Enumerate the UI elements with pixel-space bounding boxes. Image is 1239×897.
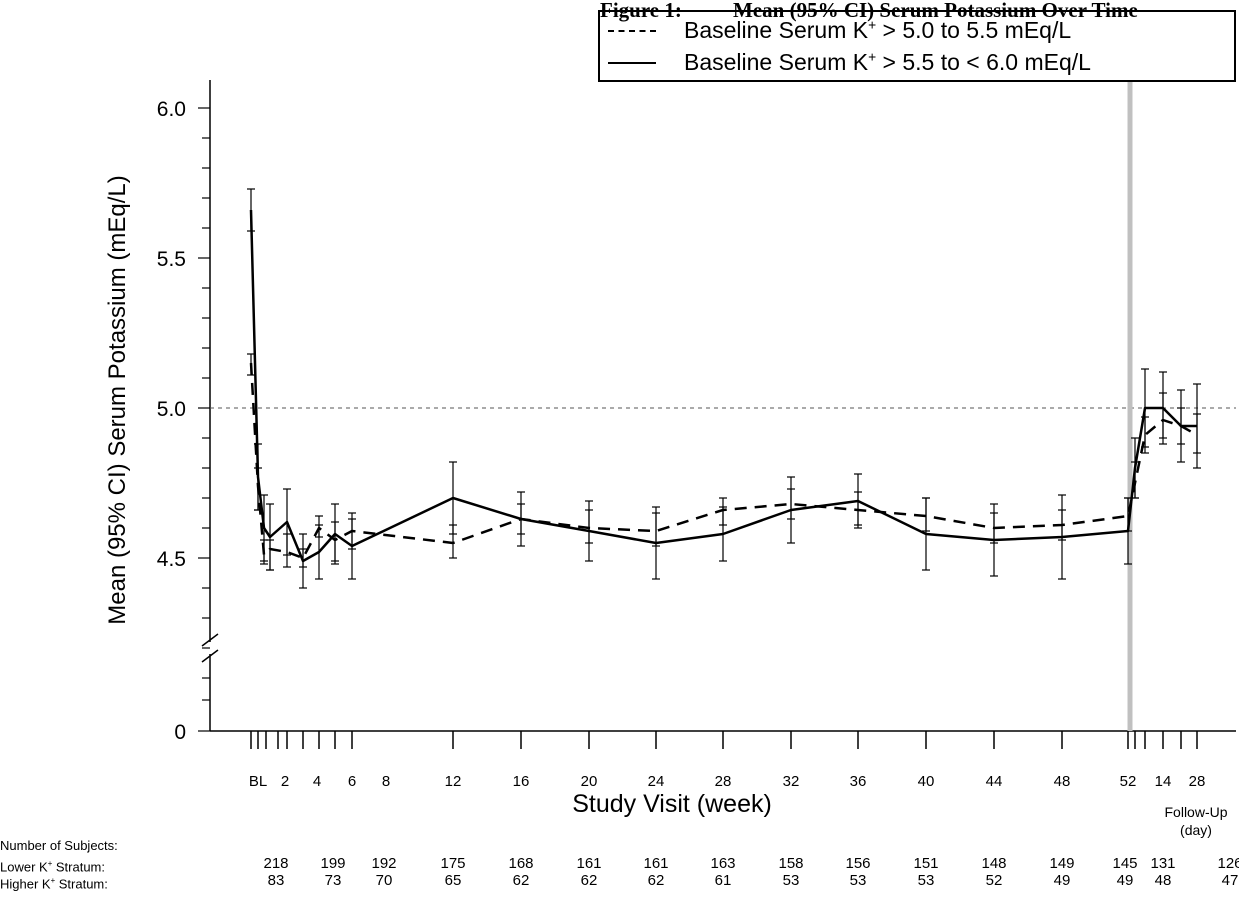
subjects-higher-value: 53 — [917, 872, 935, 889]
subjects-lower-value: 148 — [981, 855, 1007, 872]
subjects-lower-value: 161 — [576, 855, 602, 872]
y-tick-label: 5.5 — [157, 248, 186, 271]
subjects-higher-value: 62 — [580, 872, 598, 889]
subjects-higher-value: 65 — [444, 872, 462, 889]
subjects-higher-value: 73 — [324, 872, 342, 889]
x-tick-label: 16 — [513, 773, 530, 790]
y-tick-label: 4.5 — [157, 548, 186, 571]
legend-item-dashed: Baseline Serum K+ > 5.0 to 5.5 mEq/L — [600, 14, 1234, 48]
x-tick-label: 44 — [986, 773, 1003, 790]
figure-label: Figure 1: — [600, 0, 682, 22]
legend-swatch-solid — [608, 62, 656, 64]
x-tick-label: 8 — [382, 773, 390, 790]
subjects-higher-value: 83 — [267, 872, 285, 889]
x-tick-label: 14 — [1155, 773, 1172, 790]
subjects-lower-value: 163 — [710, 855, 736, 872]
y-tick-label: 0 — [174, 721, 186, 744]
x-axis-label: Study Visit (week) — [572, 790, 772, 818]
subjects-lower-value: 199 — [320, 855, 346, 872]
subjects-row-label-lower: Lower K+ Stratum: — [0, 859, 106, 875]
legend-item-solid: Baseline Serum K+ > 5.5 to < 6.0 mEq/L — [600, 46, 1234, 80]
subjects-lower-value: 158 — [778, 855, 804, 872]
subjects-lower-value: 168 — [508, 855, 534, 872]
x-tick-label: 2 — [281, 773, 289, 790]
x-tick-label: 52 — [1120, 773, 1137, 790]
subjects-lower-value: 151 — [913, 855, 939, 872]
series-line-dashed — [249, 362, 1198, 560]
axis-break-mark-1 — [201, 633, 219, 647]
x-tick-label: BL — [249, 773, 267, 790]
subjects-higher-value: 53 — [849, 872, 867, 889]
x-tick-label: 32 — [783, 773, 800, 790]
x-tick-label: 24 — [648, 773, 665, 790]
subjects-higher-value: 47 — [1221, 872, 1239, 889]
x-tick-label: 28 — [1189, 773, 1206, 790]
x-tick-label: 40 — [918, 773, 935, 790]
subjects-lower-value: 131 — [1150, 855, 1176, 872]
legend: Figure 1: Mean (95% CI) Serum Potassium O… — [598, 0, 1236, 82]
y-tick-label: 6.0 — [157, 98, 186, 121]
x-tick-label: 48 — [1054, 773, 1071, 790]
followup-label: Follow-Up (day) — [1164, 804, 1228, 838]
subjects-higher-value: 53 — [782, 872, 800, 889]
x-tick-label: 6 — [348, 773, 356, 790]
subjects-lower-value: 192 — [371, 855, 397, 872]
subjects-lower-value: 175 — [440, 855, 466, 872]
y-tick-label: 5.0 — [157, 398, 186, 421]
subjects-row-label-higher: Higher K+ Stratum: — [0, 876, 108, 892]
x-tick-label: 12 — [445, 773, 462, 790]
legend-label-dashed: Baseline Serum K+ > 5.0 to 5.5 mEq/L — [684, 17, 1072, 43]
subjects-higher-value: 48 — [1154, 872, 1172, 889]
subjects-lower-value: 156 — [845, 855, 871, 872]
subjects-higher-value: 62 — [512, 872, 530, 889]
legend-swatch-dashed — [608, 30, 656, 32]
subjects-higher-value: 49 — [1116, 872, 1134, 889]
subjects-lower-value: 149 — [1049, 855, 1075, 872]
subjects-higher-value: 52 — [985, 872, 1003, 889]
subjects-higher-value: 62 — [647, 872, 665, 889]
x-tick-label: 20 — [581, 773, 598, 790]
subjects-higher-value: 61 — [714, 872, 732, 889]
figure-title-text: Mean (95% CI) Serum Potassium Over Time — [733, 0, 1138, 22]
y-axis-label: Mean (95% CI) Serum Potassium (mEq/L) — [104, 175, 131, 625]
series-line-solid — [249, 209, 1197, 563]
subjects-lower-value: 161 — [643, 855, 669, 872]
subjects-higher-value: 49 — [1053, 872, 1071, 889]
subjects-lower-value: 145 — [1112, 855, 1138, 872]
x-tick-label: 4 — [313, 773, 321, 790]
axis-break-mark-2 — [201, 649, 219, 663]
subjects-header: Number of Subjects: — [0, 838, 118, 853]
subjects-lower-value: 218 — [263, 855, 289, 872]
subjects-higher-value: 70 — [375, 872, 393, 889]
x-tick-label: 28 — [715, 773, 732, 790]
subjects-lower-value: 126 — [1217, 855, 1239, 872]
figure-title: Figure 1: Mean (95% CI) Serum Potassium O… — [600, 0, 1138, 23]
legend-label-solid: Baseline Serum K+ > 5.5 to < 6.0 mEq/L — [684, 49, 1091, 75]
x-tick-label: 36 — [850, 773, 867, 790]
